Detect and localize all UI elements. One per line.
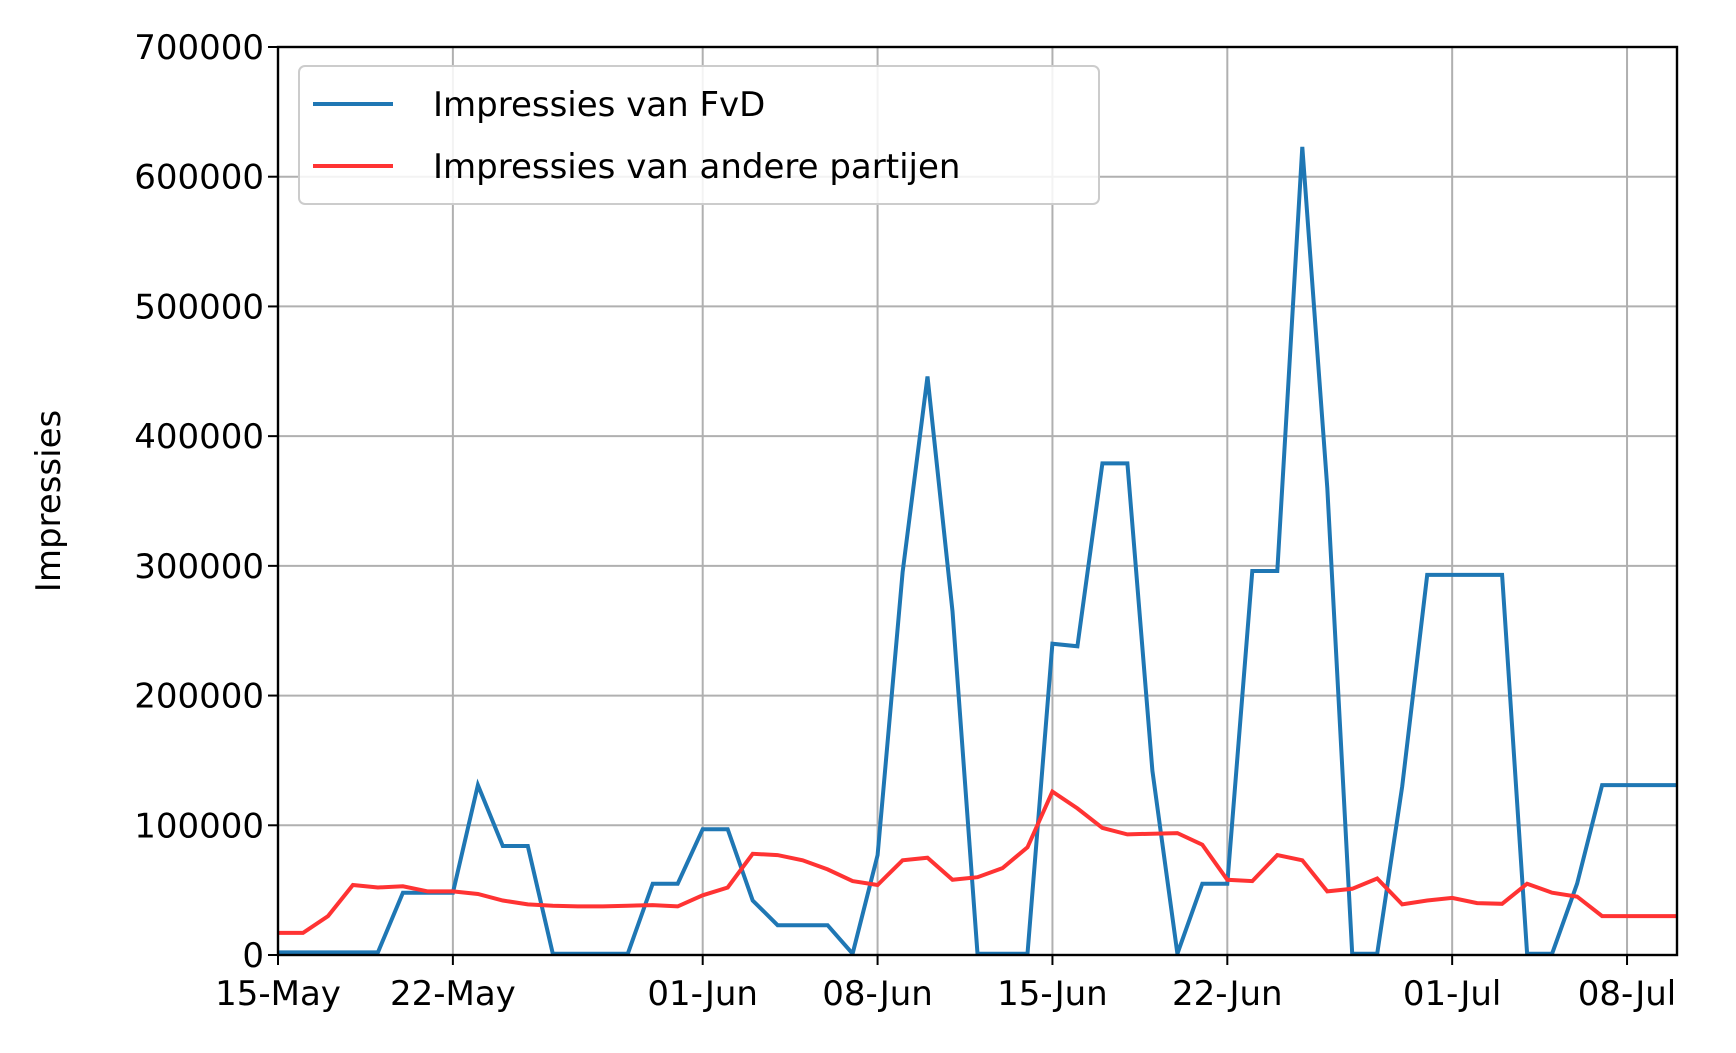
legend-label: Impressies van andere partijen [433, 147, 960, 187]
x-tick-label: 01-Jun [647, 974, 758, 1014]
y-tick-label: 400000 [134, 417, 264, 457]
y-tick-label: 200000 [134, 677, 264, 717]
x-tick-label: 08-Jul [1578, 974, 1676, 1014]
plot-frame [276, 45, 1679, 957]
x-tick-label: 22-Jun [1172, 974, 1283, 1014]
y-axis-label: Impressies [29, 410, 69, 592]
series-line [278, 146, 1677, 955]
y-tick-label: 300000 [134, 547, 264, 587]
y-tick-label: 500000 [134, 287, 264, 327]
x-tick-label: 15-May [215, 974, 341, 1014]
legend: Impressies van FvD Impressies van andere … [298, 65, 1100, 205]
legend-label: Impressies van FvD [433, 85, 765, 125]
x-tick-label: 01-Jul [1403, 974, 1501, 1014]
y-tick-label: 600000 [134, 158, 264, 198]
y-tick-label: 0 [242, 936, 264, 976]
x-tick-label: 08-Jun [822, 974, 933, 1014]
series-lines [278, 146, 1677, 955]
x-tick-label: 22-May [390, 974, 516, 1014]
y-tick-label: 700000 [134, 28, 264, 68]
x-tick-label: 15-Jun [997, 974, 1108, 1014]
series-line [278, 788, 1677, 935]
axis-ticks: 0 100000 200000 300000 400000 500000 600000 700… [134, 28, 1676, 1014]
legend-box [298, 65, 1100, 205]
y-tick-label: 100000 [134, 806, 264, 846]
